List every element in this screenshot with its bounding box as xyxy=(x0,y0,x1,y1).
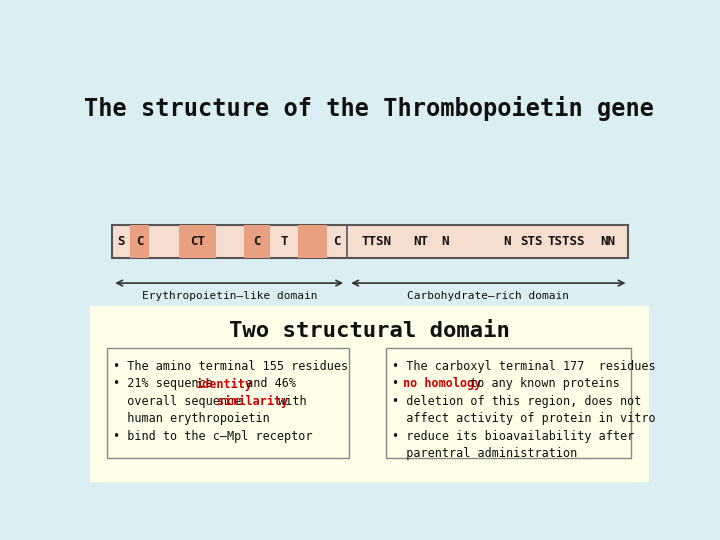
Bar xyxy=(130,225,150,258)
Text: with: with xyxy=(271,395,307,408)
Text: TTSN: TTSN xyxy=(362,235,392,248)
Text: C: C xyxy=(333,235,341,248)
Text: and 46%: and 46% xyxy=(238,377,296,390)
Bar xyxy=(90,65,648,306)
Text: S: S xyxy=(117,235,125,248)
Text: NN: NN xyxy=(600,235,616,248)
Bar xyxy=(298,225,327,258)
Bar xyxy=(179,225,215,258)
Text: C: C xyxy=(253,235,261,248)
Text: similarity: similarity xyxy=(217,395,288,408)
Text: CT: CT xyxy=(190,235,205,248)
Text: human erythropoietin: human erythropoietin xyxy=(114,413,270,426)
Text: Two structural domain: Two structural domain xyxy=(228,321,510,341)
Text: no homology: no homology xyxy=(403,377,482,390)
Text: C: C xyxy=(136,235,144,248)
Bar xyxy=(107,348,349,458)
Text: T: T xyxy=(280,235,288,248)
Text: Carbohydrate–rich domain: Carbohydrate–rich domain xyxy=(407,291,569,301)
Text: to any known proteins: to any known proteins xyxy=(463,377,620,390)
Text: • 21% sequence: • 21% sequence xyxy=(114,377,220,390)
Text: • deletion of this region, does not: • deletion of this region, does not xyxy=(392,395,642,408)
Text: N: N xyxy=(441,235,449,248)
Text: N: N xyxy=(503,235,511,248)
Text: NT: NT xyxy=(413,235,428,248)
Text: •: • xyxy=(392,377,407,390)
Text: TSTSS: TSTSS xyxy=(548,235,585,248)
Text: STS: STS xyxy=(521,235,543,248)
Bar xyxy=(386,348,631,458)
Text: • bind to the c–Mpl receptor: • bind to the c–Mpl receptor xyxy=(114,430,313,443)
Text: • The amino terminal 155 residues: • The amino terminal 155 residues xyxy=(114,360,348,373)
Text: parentral administration: parentral administration xyxy=(392,447,577,460)
Text: identity: identity xyxy=(195,377,252,390)
Bar xyxy=(244,225,270,258)
Text: • The carboxyl terminal 177  residues: • The carboxyl terminal 177 residues xyxy=(392,360,656,373)
Text: overall sequence: overall sequence xyxy=(114,395,249,408)
Text: Erythropoietin–like domain: Erythropoietin–like domain xyxy=(142,291,318,301)
Text: affect activity of protein in vitro: affect activity of protein in vitro xyxy=(392,413,656,426)
Text: • reduce its bioavailability after: • reduce its bioavailability after xyxy=(392,430,635,443)
Bar xyxy=(112,225,629,258)
Text: The structure of the Thrombopoietin gene: The structure of the Thrombopoietin gene xyxy=(84,96,654,121)
Bar xyxy=(90,306,648,481)
